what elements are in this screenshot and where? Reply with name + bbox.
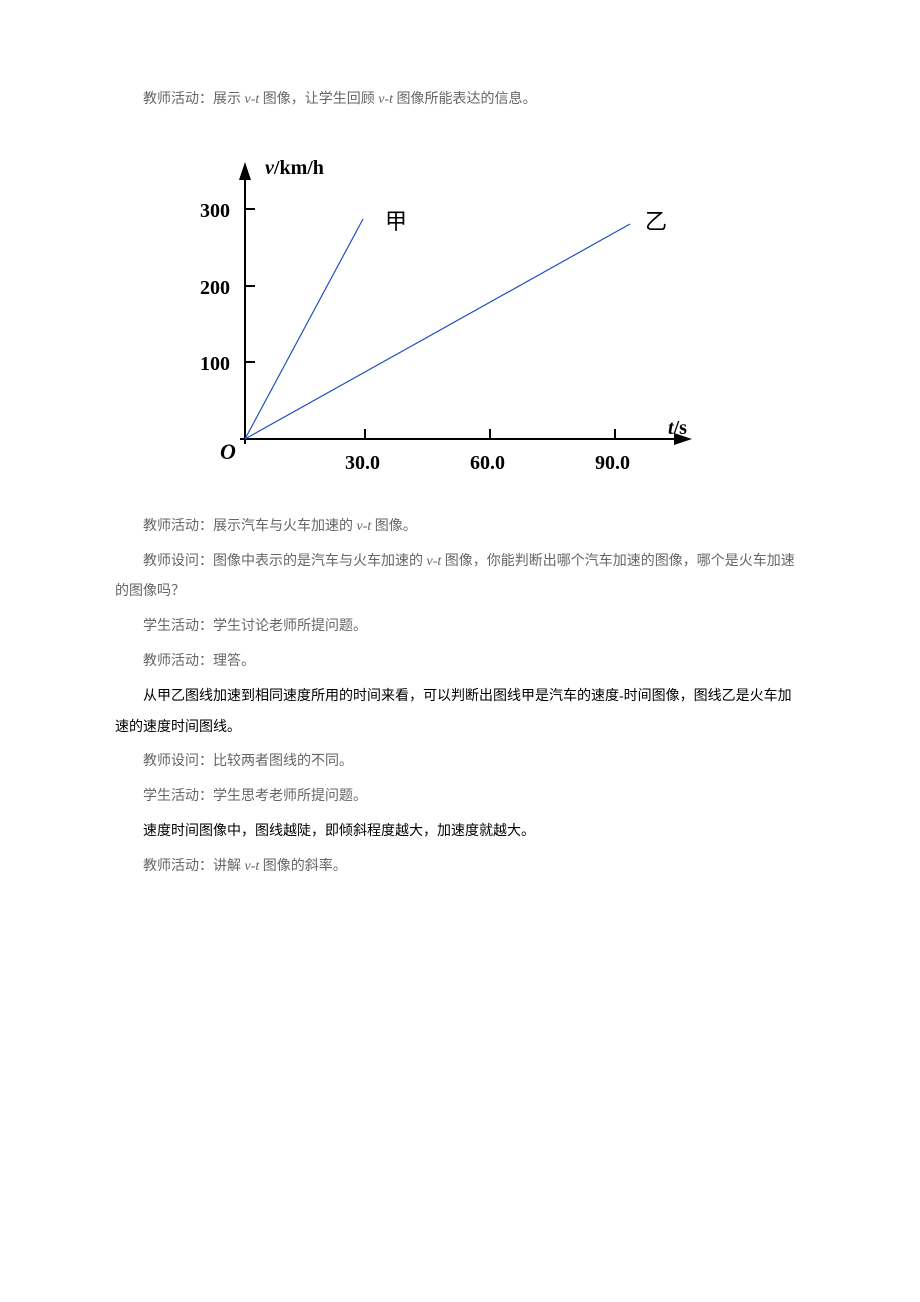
paragraph-7: 教师设问：比较两者图线的不同。 <box>115 747 805 778</box>
series-label-yi: 乙 <box>645 209 667 234</box>
text: 图像，让学生回顾 <box>259 92 378 107</box>
y-axis-arrow <box>239 162 251 180</box>
x-axis-unit: /s <box>673 417 688 439</box>
variable-vt: v-t <box>357 519 372 534</box>
origin-label: O <box>220 439 236 464</box>
variable-vt: v-t <box>245 859 260 874</box>
chart-svg: v/km/h t/s O 100 200 300 30.0 60.0 90.0 <box>190 134 700 494</box>
variable-vt: v-t <box>427 554 442 569</box>
text: 教师活动：展示 <box>143 92 245 107</box>
paragraph-2: 教师活动：展示汽车与火车加速的 v-t 图像。 <box>115 512 805 543</box>
vt-chart: v/km/h t/s O 100 200 300 30.0 60.0 90.0 <box>190 134 700 494</box>
paragraph-1: 教师活动：展示 v-t 图像，让学生回顾 v-t 图像所能表达的信息。 <box>115 85 805 116</box>
y-axis-unit: /km/h <box>273 157 324 179</box>
y-tick-label-100: 100 <box>200 353 230 375</box>
y-tick-label-300: 300 <box>200 200 230 222</box>
variable-vt: v-t <box>245 92 260 107</box>
text: 教师活动：展示汽车与火车加速的 <box>143 519 357 534</box>
text: 图像的斜率。 <box>259 859 347 874</box>
y-tick-label-200: 200 <box>200 277 230 299</box>
paragraph-3: 教师设问：图像中表示的是汽车与火车加速的 v-t 图像，你能判断出哪个汽车加速的… <box>115 547 805 609</box>
text: 图像所能表达的信息。 <box>393 92 537 107</box>
series-label-jia: 甲 <box>385 209 407 234</box>
x-tick-label-60: 60.0 <box>470 452 505 474</box>
paragraph-6: 从甲乙图线加速到相同速度所用的时间来看，可以判断出图线甲是汽车的速度-时间图像，… <box>115 682 805 744</box>
x-axis-label: t/s <box>668 417 687 439</box>
paragraph-4: 学生活动：学生讨论老师所提问题。 <box>115 612 805 643</box>
paragraph-9: 速度时间图像中，图线越陡，即倾斜程度越大，加速度就越大。 <box>115 817 805 848</box>
text: 教师设问：图像中表示的是汽车与火车加速的 <box>143 554 427 569</box>
variable-vt: v-t <box>378 92 393 107</box>
paragraph-10: 教师活动：讲解 v-t 图像的斜率。 <box>115 852 805 883</box>
y-axis-label: v/km/h <box>265 157 324 179</box>
x-tick-label-90: 90.0 <box>595 452 630 474</box>
text: 图像。 <box>371 519 417 534</box>
document-page: 教师活动：展示 v-t 图像，让学生回顾 v-t 图像所能表达的信息。 v/km… <box>0 0 920 1302</box>
text: 教师活动：讲解 <box>143 859 245 874</box>
paragraph-5: 教师活动：理答。 <box>115 647 805 678</box>
paragraph-8: 学生活动：学生思考老师所提问题。 <box>115 782 805 813</box>
x-tick-label-30: 30.0 <box>345 452 380 474</box>
